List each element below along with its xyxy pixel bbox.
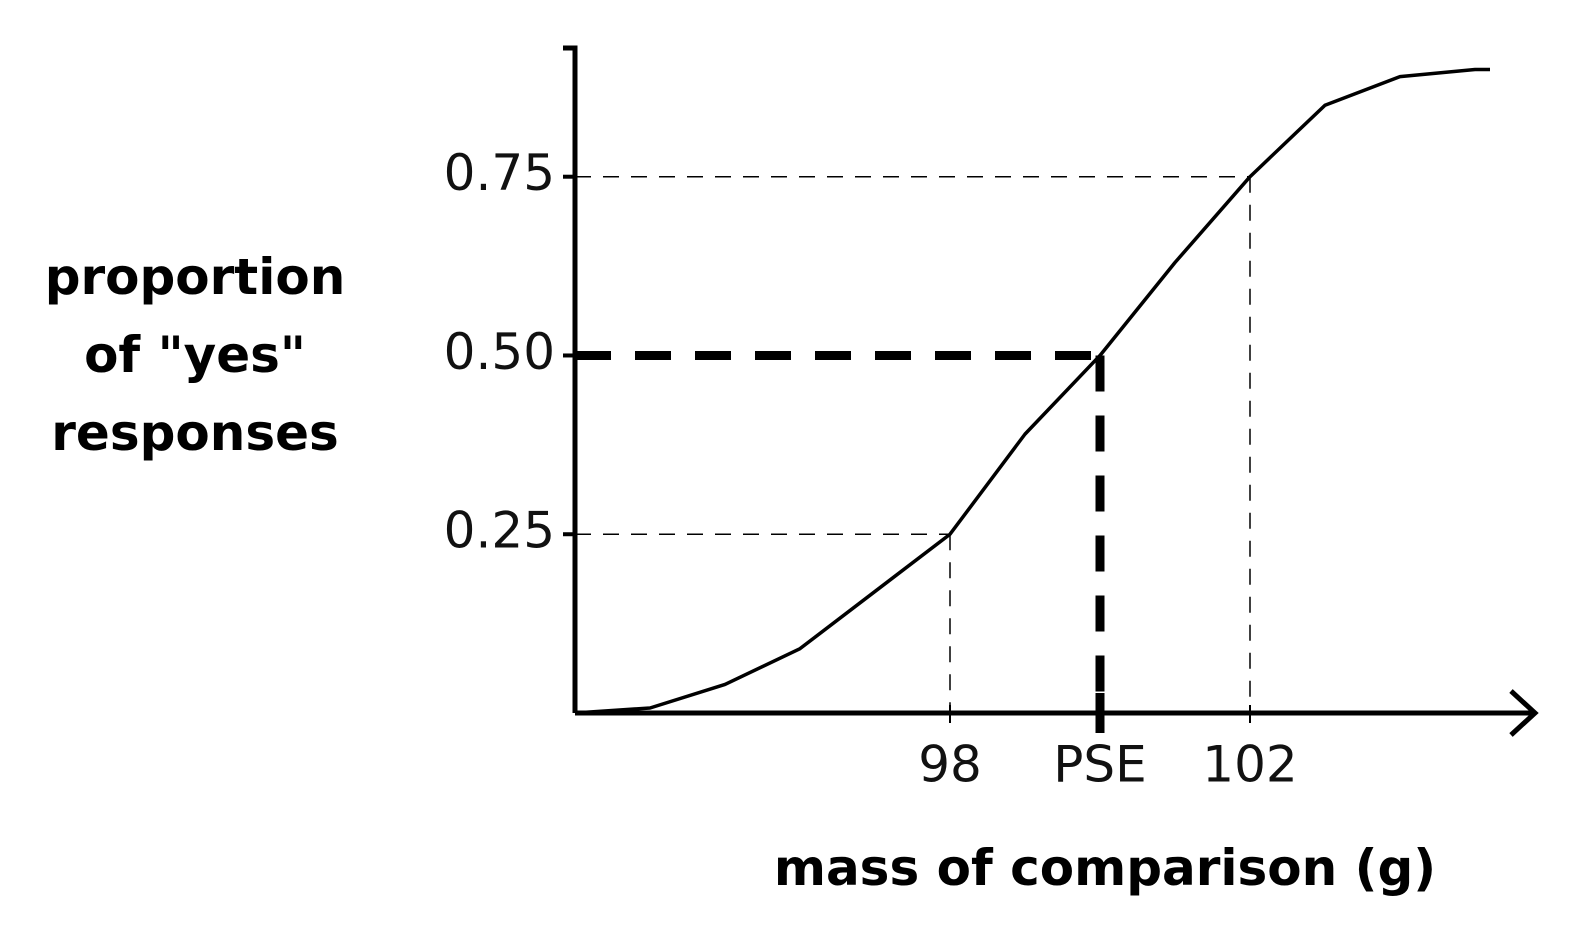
y-tick-label: 0.50: [444, 323, 555, 381]
y-axis: [563, 45, 578, 713]
x-axis-arrow: [1509, 689, 1539, 737]
x-tick-label: PSE: [1053, 736, 1146, 794]
curve: [574, 67, 1490, 715]
y-tick-label: 0.25: [444, 502, 555, 560]
y-axis-label: proportion of "yes" responses: [44, 248, 346, 462]
x-tick-label: 102: [1202, 736, 1297, 794]
y-tick-label: 0.75: [444, 144, 555, 202]
x-axis-label: mass of comparison (g): [774, 839, 1436, 897]
x-tick-label: 98: [918, 736, 982, 794]
